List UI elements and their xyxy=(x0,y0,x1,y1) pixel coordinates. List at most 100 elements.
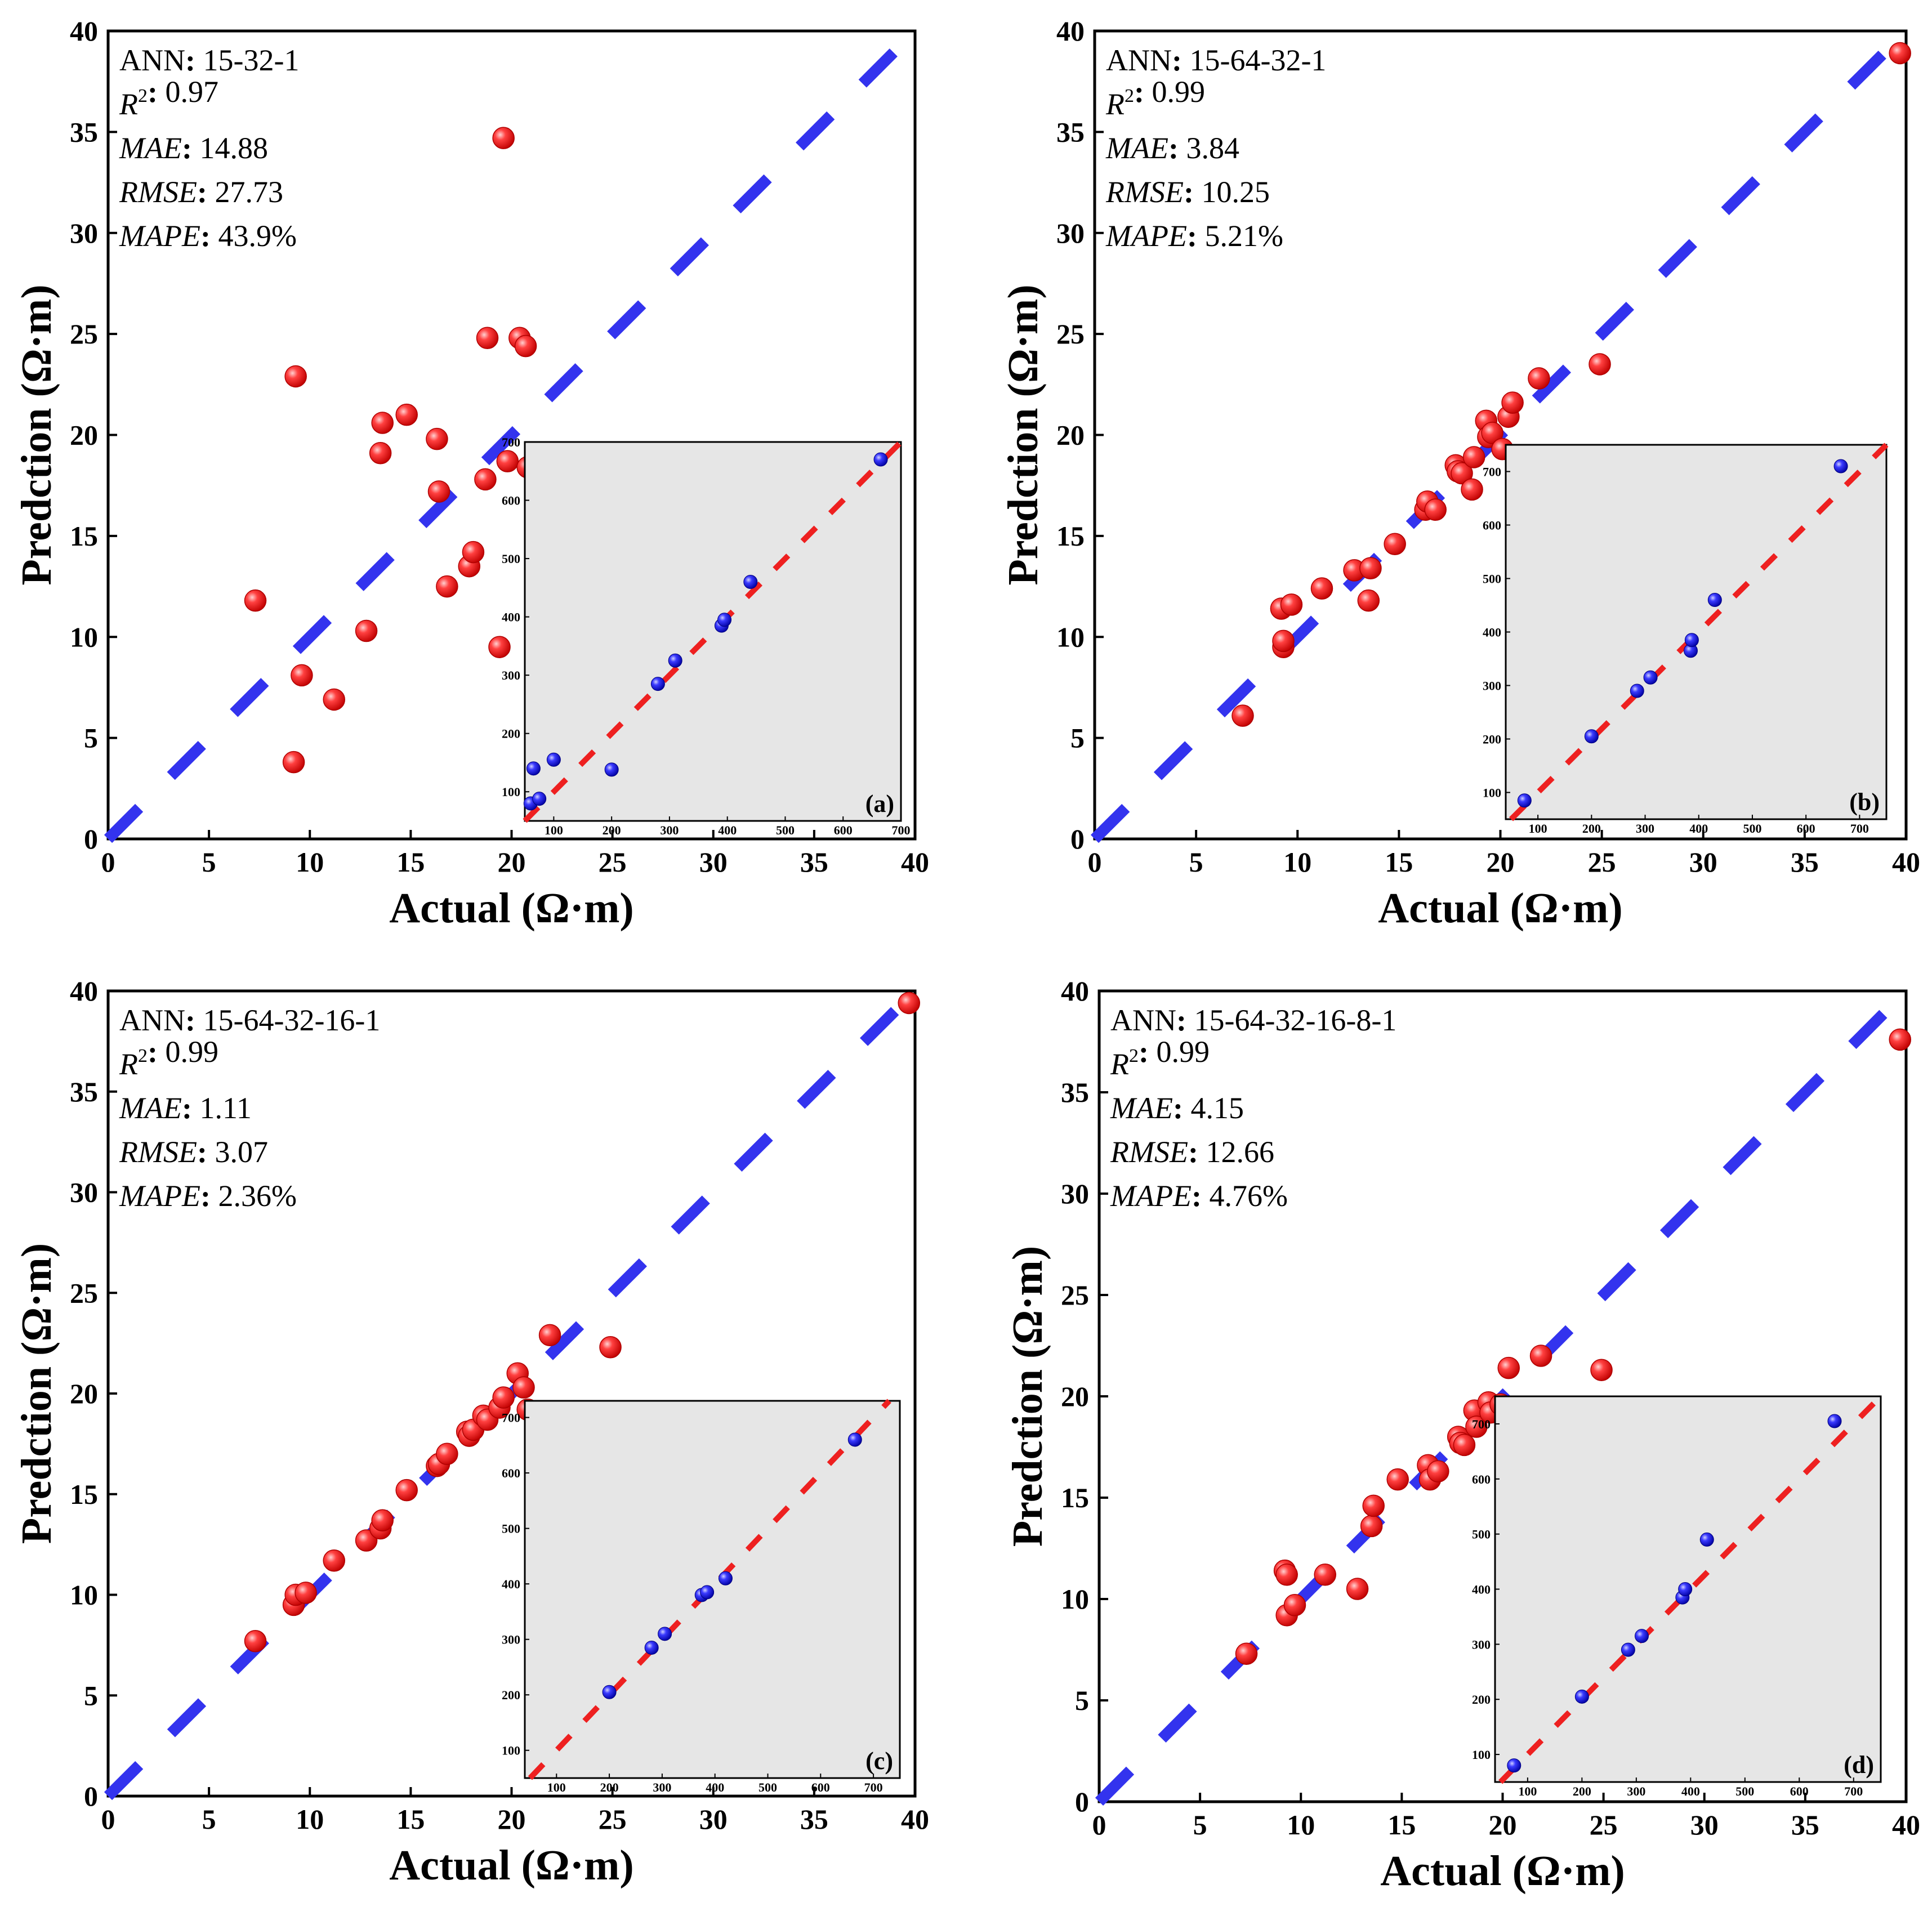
metric-mape: 2.36% xyxy=(218,1179,296,1213)
metric-line: MAPE: 2.36% xyxy=(119,1179,297,1213)
metric-r2: 0.99 xyxy=(1156,1035,1210,1069)
data-point xyxy=(291,664,313,687)
inset-y-tick-label: 400 xyxy=(502,610,520,624)
metric-mae: 4.15 xyxy=(1190,1091,1244,1125)
metric-line: R2: 0.97 xyxy=(119,75,218,121)
y-tick-label: 25 xyxy=(1056,318,1085,350)
metric-line: MAE: 3.84 xyxy=(1105,131,1239,165)
inset-data-point xyxy=(1517,793,1532,808)
data-point xyxy=(599,1336,622,1359)
x-tick-label: 10 xyxy=(296,846,324,878)
inset-data-point xyxy=(1707,593,1722,607)
x-tick-label: 35 xyxy=(1791,1809,1819,1841)
inset-data-point xyxy=(700,1585,715,1600)
y-tick-label: 30 xyxy=(1056,217,1085,249)
metric-line: ANN: 15-32-1 xyxy=(119,43,299,77)
metric-line: MAE: 14.88 xyxy=(119,131,268,165)
data-point xyxy=(295,1582,317,1604)
x-tick-label: 40 xyxy=(901,846,929,878)
data-point xyxy=(1497,1356,1520,1379)
metric-separator: : xyxy=(1168,131,1186,165)
metric-ann: 15-64-32-1 xyxy=(1189,43,1326,77)
data-point xyxy=(1451,462,1473,485)
inset-data-point xyxy=(1630,684,1644,698)
x-tick-label: 0 xyxy=(101,1803,115,1835)
metric-mape: 4.76% xyxy=(1209,1179,1287,1213)
inset-y-tick-label: 500 xyxy=(502,1522,520,1536)
metric-r2-label: R xyxy=(119,87,138,121)
inset-x-tick-label: 700 xyxy=(892,823,911,837)
metric-rmse: 3.07 xyxy=(215,1135,268,1169)
x-tick-label: 10 xyxy=(1287,1809,1315,1841)
data-point xyxy=(512,1376,535,1399)
y-tick-label: 15 xyxy=(1056,520,1085,552)
x-tick-label: 10 xyxy=(1283,846,1311,878)
data-point xyxy=(474,468,497,491)
metric-separator: : xyxy=(1192,1179,1209,1213)
y-tick-label: 20 xyxy=(70,419,98,451)
data-point xyxy=(1590,1359,1613,1381)
inset-x-tick-label: 500 xyxy=(1743,821,1761,836)
metric-ann: 15-64-32-16-1 xyxy=(203,1003,380,1037)
data-point xyxy=(436,575,458,598)
metric-separator: : xyxy=(1139,1035,1156,1069)
x-tick-label: 40 xyxy=(1892,1809,1920,1841)
x-tick-label: 15 xyxy=(1387,1809,1416,1841)
x-tick-label: 15 xyxy=(1385,846,1413,878)
x-tick-label: 35 xyxy=(800,846,828,878)
inset-reference-line xyxy=(1509,443,1889,821)
y-tick-label: 5 xyxy=(1070,722,1085,754)
inset-x-tick-label: 100 xyxy=(1529,821,1547,836)
data-point xyxy=(427,480,450,503)
x-tick-label: 30 xyxy=(699,846,728,878)
inset-x-tick-label: 600 xyxy=(834,823,853,837)
y-tick-label: 30 xyxy=(70,217,98,249)
metric-separator: : xyxy=(1176,1003,1194,1037)
metric-rmse: 10.25 xyxy=(1201,175,1270,209)
y-tick-label: 40 xyxy=(70,975,98,1007)
inset-y-tick-label: 200 xyxy=(502,1688,520,1702)
y-axis-title: Predction (Ω·m) xyxy=(13,1243,60,1544)
metric-separator: : xyxy=(185,1003,203,1037)
inset-x-tick-label: 100 xyxy=(547,1780,566,1794)
inset-y-tick-label: 100 xyxy=(502,785,520,799)
y-tick-label: 25 xyxy=(1061,1279,1089,1311)
inset-data-point xyxy=(1621,1642,1635,1657)
x-axis-title: Actual (Ω·m) xyxy=(389,885,633,932)
metric-mape-label: MAPE xyxy=(1105,219,1187,253)
metric-mape: 43.9% xyxy=(218,219,296,253)
inset-y-tick-label: 200 xyxy=(1472,1692,1491,1707)
data-point xyxy=(1427,1460,1449,1482)
data-point xyxy=(1481,422,1503,444)
inset-data-point xyxy=(644,1640,659,1655)
data-point xyxy=(282,751,305,774)
y-tick-label: 10 xyxy=(70,621,98,653)
inset-y-tick-label: 500 xyxy=(1483,572,1501,586)
metric-mae: 3.84 xyxy=(1186,131,1239,165)
inset-x-tick-label: 200 xyxy=(603,823,621,837)
inset-y-tick-label: 700 xyxy=(1472,1417,1491,1431)
panel-label: (c) xyxy=(865,1747,893,1775)
metric-separator: : xyxy=(148,75,165,109)
data-point xyxy=(395,403,418,426)
inset-x-tick-label: 600 xyxy=(1790,1784,1809,1798)
metric-mae-label: MAE xyxy=(119,1091,182,1125)
data-point xyxy=(492,127,515,149)
data-point xyxy=(1314,1564,1336,1586)
data-point xyxy=(436,1442,458,1465)
inset-y-tick-label: 700 xyxy=(502,435,520,449)
metric-separator: : xyxy=(1184,175,1201,209)
metric-separator: : xyxy=(185,43,203,77)
inset-plot: 100 200 300 400 500 600 700 100 200 300 400 500 600 7… xyxy=(502,1399,901,1794)
x-tick-label: 20 xyxy=(1487,846,1515,878)
y-tick-label: 40 xyxy=(1056,15,1085,47)
y-tick-label: 25 xyxy=(70,318,98,350)
inset-data-point xyxy=(743,574,758,589)
metric-line: RMSE: 12.66 xyxy=(1110,1135,1274,1169)
x-tick-label: 15 xyxy=(396,846,425,878)
data-point xyxy=(462,541,485,564)
